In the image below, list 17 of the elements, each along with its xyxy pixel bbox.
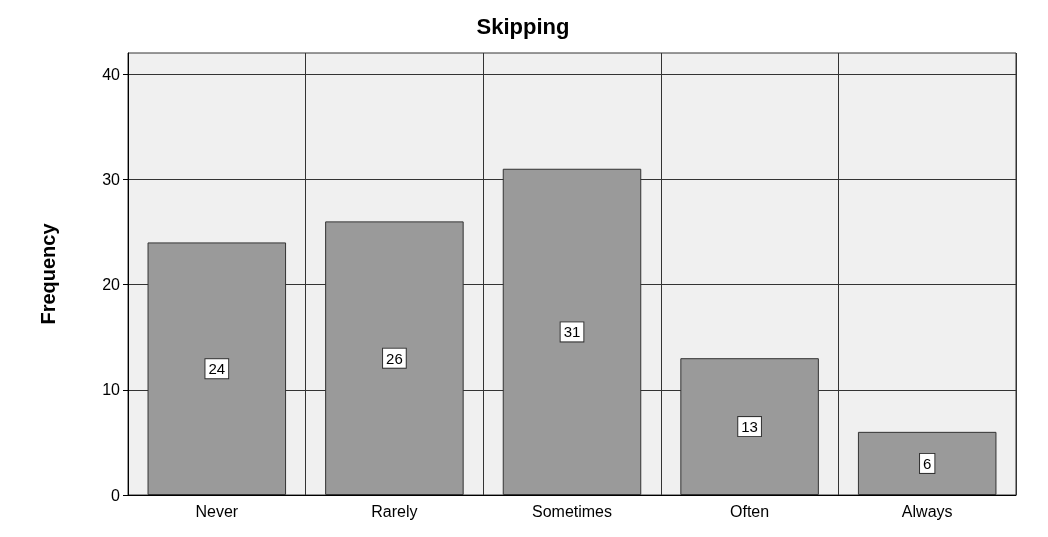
data-label: 24 <box>208 360 226 378</box>
chart-title: Skipping <box>476 13 570 39</box>
y-tick-label: 40 <box>102 65 121 83</box>
y-tick-label: 30 <box>102 170 121 188</box>
x-tick-label: Never <box>195 502 239 520</box>
y-tick-label: 10 <box>102 381 121 399</box>
data-label: 6 <box>923 454 932 472</box>
x-tick-label: Always <box>901 502 953 520</box>
data-label: 31 <box>563 323 581 341</box>
x-tick-label: Rarely <box>371 502 418 520</box>
data-label: 26 <box>386 349 403 367</box>
x-tick-label: Sometimes <box>531 502 613 520</box>
y-axis-title: Frequency <box>37 222 59 325</box>
y-tick-label: 20 <box>102 276 121 294</box>
data-label: 13 <box>741 418 758 436</box>
x-tick-label: Often <box>730 502 770 520</box>
y-tick-label: 0 <box>111 486 121 504</box>
